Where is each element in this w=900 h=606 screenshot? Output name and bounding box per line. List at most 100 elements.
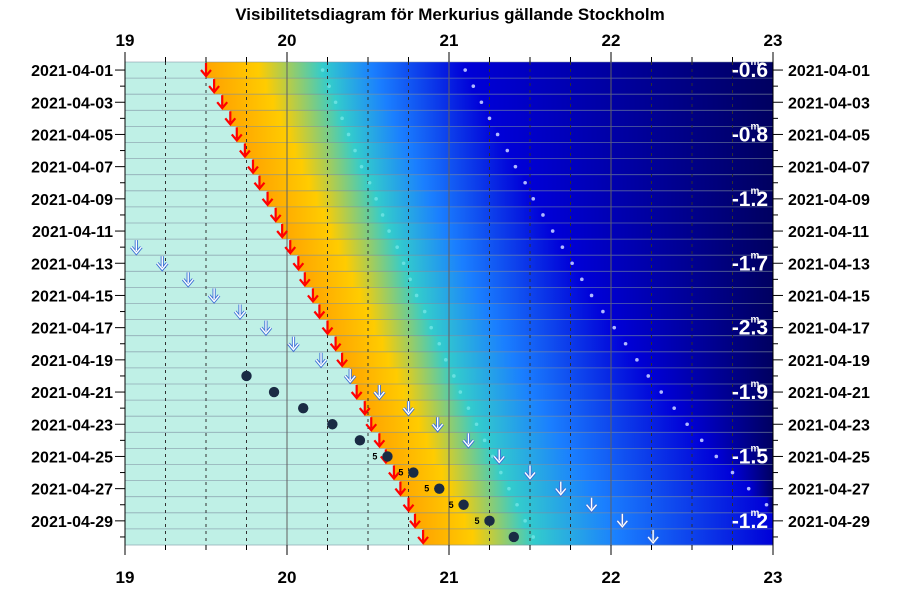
sunset-arrow (388, 465, 400, 481)
civil-twilight-dot (474, 422, 479, 427)
sunset-arrow (292, 256, 305, 271)
mercury-set-arrow (343, 368, 357, 385)
sunset-arrow (247, 159, 259, 175)
hour-label-bottom: 23 (764, 568, 783, 587)
axes (115, 52, 783, 555)
nautical-twilight-dot (560, 245, 565, 249)
arrow-head (208, 85, 220, 94)
date-label-left: 2021-04-19 (31, 353, 113, 370)
mercury-set-arrow (616, 513, 629, 530)
mercury-visible-dot (484, 515, 495, 527)
date-label-left: 2021-04-07 (31, 160, 113, 177)
civil-twilight-dot (482, 438, 487, 443)
magnitude-label: -1.2m (732, 508, 768, 533)
civil-twilight-dot (499, 470, 503, 475)
mercury-set-arrow (181, 272, 195, 288)
mercury-visible-dot (408, 467, 419, 478)
arrow-head (365, 423, 378, 432)
mercury-set-arrow (585, 497, 598, 514)
arrow-head (336, 359, 348, 368)
sunset-arrow (307, 288, 319, 304)
civil-twilight-dot (414, 293, 419, 298)
mercury-set-arrow (207, 288, 221, 304)
dot-label: 5 (424, 484, 429, 494)
nautical-twilight-dot (623, 341, 628, 346)
sunset-arrow (350, 385, 363, 400)
date-label-left: 2021-04-15 (31, 288, 113, 305)
arrow-head (462, 439, 474, 448)
hour-label-top: 21 (440, 31, 459, 50)
sunset-arrow (329, 336, 342, 352)
date-label-right: 2021-04-25 (788, 449, 870, 466)
sunset-arrow (253, 175, 266, 191)
mercury-visible-dot (268, 386, 280, 398)
mercury-set-arrow (554, 481, 568, 498)
sunset-arrow (365, 417, 378, 432)
nautical-twilight-dot (764, 502, 769, 507)
mercury-set-arrow (523, 465, 537, 481)
sunset-arrow (409, 513, 421, 529)
date-label-left: 2021-04-11 (32, 224, 113, 241)
arrow-head (253, 181, 266, 191)
arrow-head (555, 488, 567, 496)
mercury-visible-dot (458, 499, 469, 510)
arrow-head (350, 391, 363, 400)
hour-label-bottom: 19 (116, 568, 135, 587)
sunset-arrow (358, 401, 371, 416)
date-label-right: 2021-04-07 (788, 160, 870, 177)
date-label-left: 2021-04-27 (31, 482, 113, 499)
nautical-twilight-dot (570, 261, 574, 266)
nautical-twilight-dot (479, 100, 484, 105)
magnitude-label: -2.3m (732, 315, 768, 340)
magnitude-value: -2.3 (732, 317, 768, 340)
nautical-twilight-dot (646, 374, 651, 378)
arrow-head (269, 214, 282, 223)
date-label-right: 2021-04-15 (788, 288, 870, 305)
mercury-visible-dot (434, 483, 445, 494)
arrow-head (239, 149, 251, 159)
arrow-head (234, 311, 246, 319)
dot-label: 5 (474, 516, 479, 526)
nautical-twilight-dot (580, 277, 584, 282)
magnitude-value: -1.9 (732, 381, 768, 404)
mercury-visible-dot (327, 419, 338, 430)
nautical-twilight-dot (601, 309, 605, 314)
nautical-twilight-dot (685, 422, 689, 427)
hour-label-bottom: 22 (602, 568, 621, 587)
civil-twilight-dot (327, 84, 331, 88)
arrow-head (373, 439, 386, 449)
arrow-head (287, 343, 300, 351)
hour-label-bottom: 21 (440, 568, 459, 587)
arrow-head (224, 117, 237, 127)
civil-twilight-dot (340, 116, 344, 121)
civil-twilight-dot (380, 213, 385, 217)
civil-twilight-dot (523, 519, 527, 523)
mercury-set-arrow (373, 385, 386, 401)
arrow-head (388, 471, 400, 481)
mercury-set-arrow (646, 529, 660, 546)
mercury-set-arrow (156, 256, 169, 272)
sunset-arrow (321, 320, 334, 336)
sunset-arrow (284, 240, 297, 255)
sunset-arrow (313, 304, 326, 320)
civil-twilight-dot (359, 164, 364, 169)
arrow-head (493, 455, 505, 464)
axis-labels: 19 19 20 20 21 21 22 22 23 23 2021-04-01 2021-04-01… (31, 31, 870, 587)
nautical-twilight-dot (746, 486, 751, 491)
date-label-right: 2021-04-19 (788, 353, 870, 370)
civil-twilight-dot (374, 197, 378, 201)
sunset-arrow (417, 529, 429, 545)
nautical-twilight-dot (487, 116, 492, 121)
nautical-twilight-dot (672, 406, 676, 410)
civil-twilight-dot (387, 229, 391, 233)
magnitude-unit: m (751, 315, 760, 326)
arrow-head (307, 294, 319, 304)
arrow-head (284, 246, 297, 255)
arrow-head (321, 326, 334, 336)
arrow-head (373, 391, 385, 400)
mercury-visible-dot (382, 451, 393, 462)
mercury-set-arrow (287, 336, 300, 353)
magnitude-unit: m (751, 186, 760, 197)
civil-twilight-dot (408, 277, 412, 282)
chart-title: Visibilitetsdiagram för Merkurius gällan… (235, 5, 665, 24)
